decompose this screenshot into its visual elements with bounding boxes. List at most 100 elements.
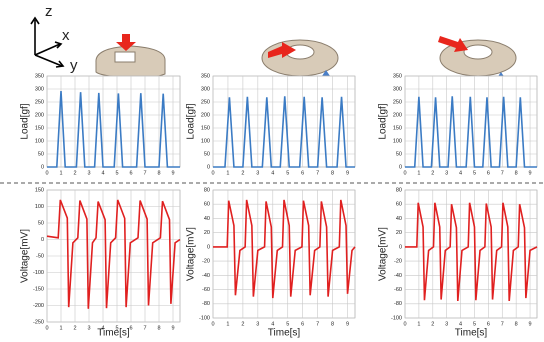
x-tick-label: 6 [129, 325, 132, 331]
x-tick-label: 8 [157, 170, 160, 176]
y-tick-label: 20 [204, 230, 210, 236]
x-tick-label: 9 [529, 321, 532, 327]
x-tick-label: 7 [143, 325, 146, 331]
x-tick-label: 7 [316, 321, 319, 327]
x-tick-label: 3 [256, 321, 259, 327]
y-tick-label: -150 [33, 286, 44, 292]
x-tick-label: 5 [115, 170, 118, 176]
y-tick-label: 150 [35, 187, 44, 193]
x-tick-label: 7 [316, 170, 319, 176]
x-tick-label: 9 [171, 170, 174, 176]
y-tick-label: 150 [35, 125, 44, 131]
y-tick-label: -50 [36, 253, 44, 259]
x-tick-label: 0 [45, 170, 48, 176]
y-tick-label: -100 [199, 315, 210, 321]
y-tick-label: 80 [396, 187, 402, 193]
y-tick-label: 250 [201, 99, 210, 105]
x-tick-label: 7 [501, 321, 504, 327]
x-tick-label: 8 [331, 321, 334, 327]
y-tick-label: 100 [35, 138, 44, 144]
x-tick-label: 4 [459, 170, 462, 176]
y-tick-label: 350 [35, 73, 44, 79]
y-axis-title: Voltage[mV] [378, 227, 389, 281]
x-tick-label: 6 [487, 321, 490, 327]
y-tick-label: 100 [201, 138, 210, 144]
x-tick-label: 3 [445, 321, 448, 327]
x-axis-title: Time[s] [97, 328, 130, 339]
y-tick-label: 0 [399, 164, 402, 170]
x-tick-label: 2 [431, 321, 434, 327]
x-tick-label: 4 [101, 170, 104, 176]
x-tick-label: 4 [271, 170, 274, 176]
y-tick-label: 200 [35, 112, 44, 118]
x-tick-label: 0 [403, 170, 406, 176]
x-tick-label: 7 [143, 170, 146, 176]
x-tick-label: 8 [515, 170, 518, 176]
y-axis-title: Voltage[mV] [20, 229, 31, 283]
x-tick-label: 7 [501, 170, 504, 176]
y-tick-label: 350 [393, 73, 402, 79]
x-tick-label: 0 [211, 170, 214, 176]
x-tick-label: 6 [487, 170, 490, 176]
y-tick-label: 250 [393, 99, 402, 105]
y-tick-label: 0 [399, 244, 402, 250]
y-tick-label: 60 [204, 202, 210, 208]
y-tick-label: -200 [33, 303, 44, 309]
y-tick-label: -80 [202, 301, 210, 307]
x-tick-label: 5 [473, 321, 476, 327]
y-tick-label: -100 [33, 270, 44, 276]
axis-label-x: x [62, 27, 70, 44]
y-tick-label: 80 [204, 187, 210, 193]
y-tick-label: -20 [394, 259, 402, 265]
figure: z x y 0501001502002503003500123456789Loa… [0, 0, 544, 342]
x-tick-label: 6 [301, 321, 304, 327]
y-tick-label: -40 [394, 273, 402, 279]
x-tick-label: 1 [59, 170, 62, 176]
y-tick-label: -40 [202, 273, 210, 279]
y-tick-label: 50 [204, 151, 210, 157]
x-tick-label: 0 [45, 325, 48, 331]
x-tick-label: 4 [271, 321, 274, 327]
axis-label-y: y [70, 57, 78, 74]
x-tick-label: 2 [241, 170, 244, 176]
y-tick-label: 60 [396, 202, 402, 208]
x-tick-label: 0 [211, 321, 214, 327]
y-tick-label: 50 [38, 151, 44, 157]
x-tick-label: 6 [129, 170, 132, 176]
x-tick-label: 0 [403, 321, 406, 327]
x-tick-label: 8 [331, 170, 334, 176]
x-tick-label: 2 [73, 325, 76, 331]
x-tick-label: 4 [459, 321, 462, 327]
y-tick-label: -20 [202, 259, 210, 265]
x-axis-title: Time[s] [455, 328, 488, 339]
y-tick-label: 150 [201, 125, 210, 131]
y-tick-label: 50 [396, 151, 402, 157]
y-tick-label: 50 [38, 220, 44, 226]
x-tick-label: 1 [226, 170, 229, 176]
y-axis-title: Voltage[mV] [186, 227, 197, 281]
y-tick-label: 200 [393, 112, 402, 118]
y-axis-title: Load[gf] [20, 103, 31, 139]
x-tick-label: 9 [171, 325, 174, 331]
x-tick-label: 3 [256, 170, 259, 176]
y-tick-label: -80 [394, 301, 402, 307]
x-axis-title: Time[s] [268, 328, 301, 339]
x-tick-label: 2 [431, 170, 434, 176]
y-tick-label: -100 [391, 315, 402, 321]
y-tick-label: 200 [201, 112, 210, 118]
y-tick-label: 250 [35, 99, 44, 105]
y-tick-label: 40 [204, 216, 210, 222]
y-tick-label: 100 [35, 204, 44, 210]
y-tick-label: 350 [201, 73, 210, 79]
x-tick-label: 2 [241, 321, 244, 327]
y-tick-label: 0 [41, 237, 44, 243]
axis-label-z: z [45, 3, 53, 20]
y-tick-label: 300 [35, 86, 44, 92]
y-tick-label: 300 [393, 86, 402, 92]
x-tick-label: 9 [529, 170, 532, 176]
x-tick-label: 6 [301, 170, 304, 176]
y-tick-label: 300 [201, 86, 210, 92]
x-tick-label: 5 [473, 170, 476, 176]
x-tick-label: 5 [286, 170, 289, 176]
x-tick-label: 1 [226, 321, 229, 327]
